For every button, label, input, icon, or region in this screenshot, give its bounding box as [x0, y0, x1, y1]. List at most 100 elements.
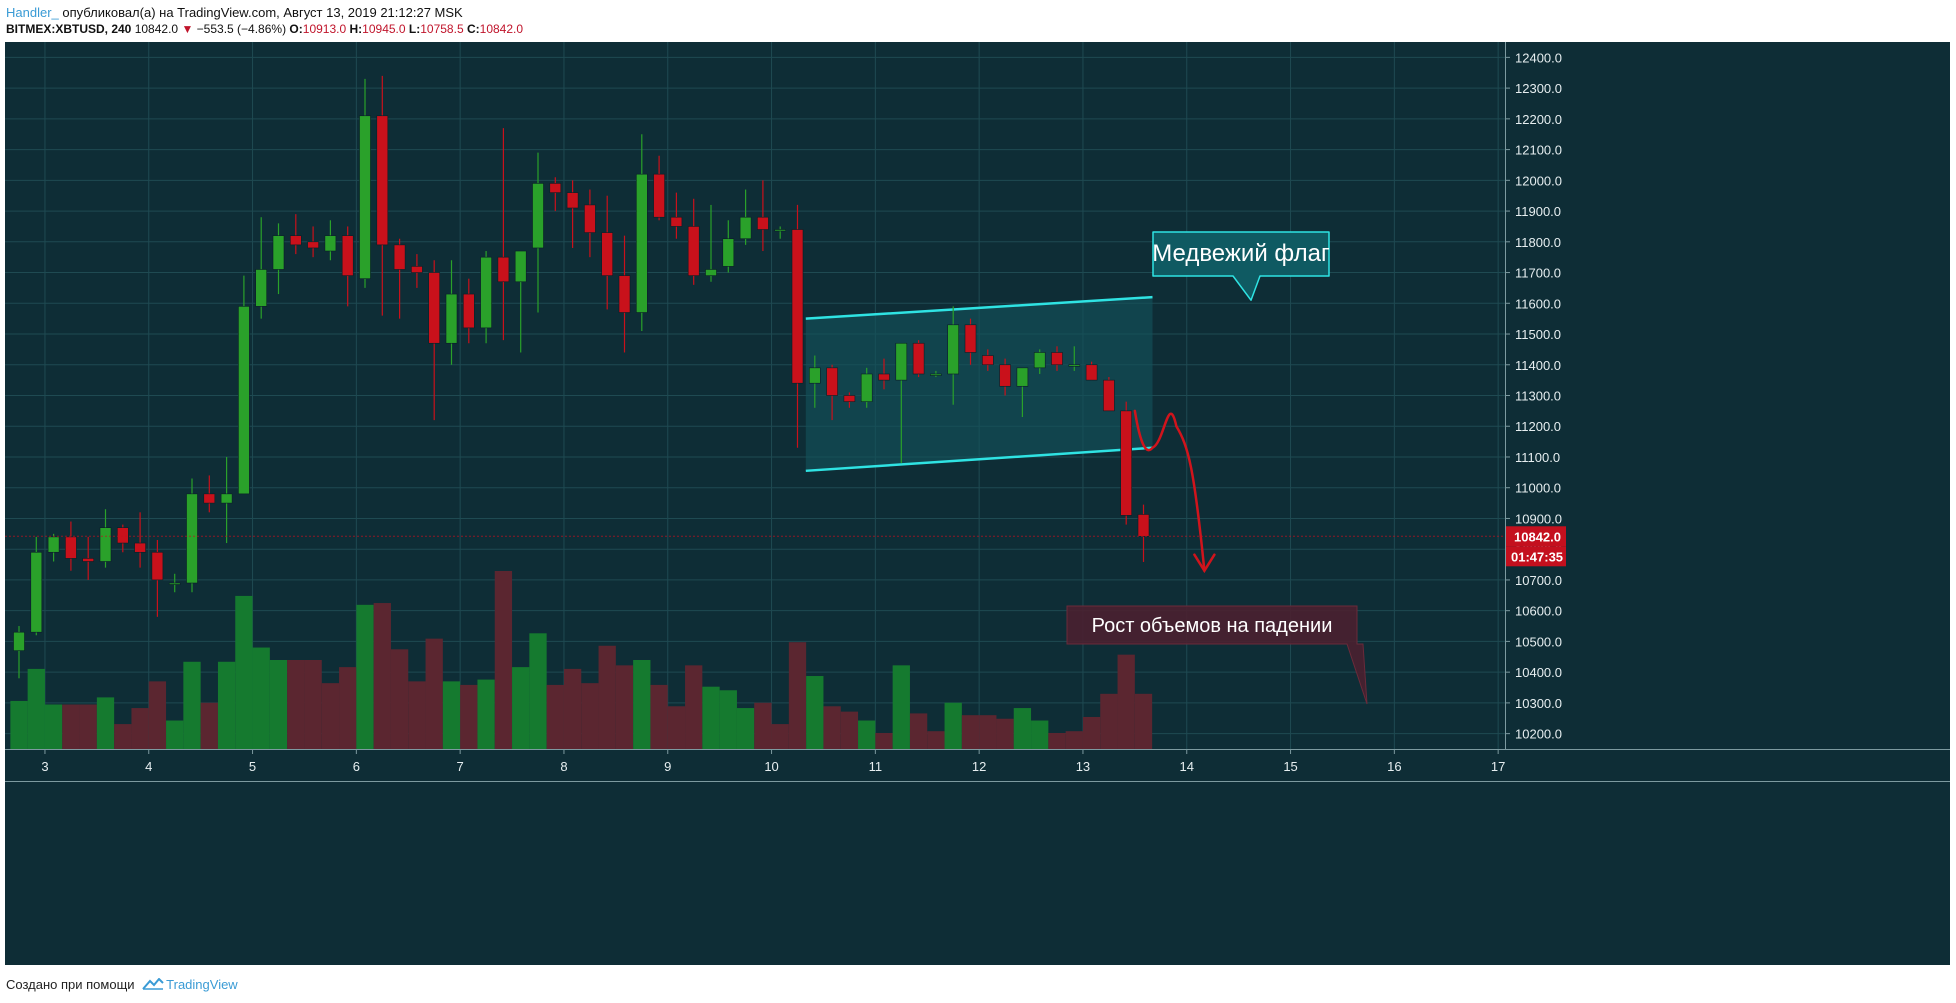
candle [532, 152, 544, 313]
price-tick-label: 10500.0 [1515, 634, 1562, 649]
volume-bar [10, 700, 28, 749]
candle [808, 355, 821, 408]
volume-bar [373, 603, 391, 749]
volume-bar [996, 718, 1014, 749]
candle [324, 220, 337, 261]
price-tick-label: 11400.0 [1515, 358, 1561, 373]
candle-body [1016, 367, 1029, 387]
author-link[interactable]: Handler_ [6, 5, 59, 20]
time-tick-label: 6 [353, 759, 360, 774]
time-tick-label: 11 [869, 759, 883, 774]
countdown-badge-text: 01:47:35 [1511, 549, 1563, 564]
candle-body [307, 241, 319, 249]
price-tick-label: 10600.0 [1515, 604, 1562, 619]
candle-body [220, 493, 233, 504]
candle [1051, 346, 1063, 371]
price-tick-label: 12100.0 [1515, 143, 1562, 158]
candle-body [445, 293, 458, 344]
candle-body [843, 395, 856, 402]
volume-bar [1117, 654, 1135, 749]
volume-callout-text: Рост объемов на падении [1092, 615, 1333, 637]
candle [1068, 346, 1081, 371]
candle [376, 75, 389, 316]
candle [65, 521, 77, 571]
candle [1033, 349, 1046, 374]
volume-bar [771, 724, 789, 749]
candle-body [1033, 352, 1046, 369]
candle [878, 358, 890, 390]
volume-bar [235, 595, 253, 749]
candle [635, 134, 648, 331]
volume-bar [1100, 693, 1118, 749]
volume-bar [494, 571, 513, 749]
candle [1085, 361, 1098, 381]
candle [151, 539, 164, 617]
volume-bar [425, 638, 443, 749]
candle [272, 223, 285, 295]
volume-bar [961, 715, 980, 749]
volume-bar [892, 665, 910, 749]
candle-body [912, 342, 925, 375]
volume-bar [633, 660, 651, 749]
publish-text: опубликовал(а) на TradingView.com, Авгус… [58, 5, 463, 20]
volume-bar [875, 732, 893, 749]
bear-flag-pattern[interactable] [805, 295, 1153, 473]
flag-label-callout[interactable] [1152, 231, 1330, 301]
candlestick-chart[interactable]: Медвежий флаг Рост объемов на падении 102… [5, 42, 1950, 965]
candle [999, 358, 1011, 396]
candle [947, 306, 960, 405]
annotations[interactable]: Медвежий флаг Рост объемов на падении [5, 231, 1505, 705]
candle [791, 204, 804, 448]
candle-body [566, 192, 579, 209]
volume-bar [1048, 732, 1066, 749]
candle-body [497, 256, 510, 283]
volume-bar [339, 667, 357, 749]
candle-body [860, 373, 873, 402]
candle-body [151, 551, 164, 581]
candle-body [584, 204, 596, 233]
price-tick-label: 11900.0 [1515, 204, 1561, 219]
volume-bar [148, 681, 167, 749]
time-axis[interactable]: 3 4 5 6 7 8 9 10 11 12 13 14 15 16 17 [5, 749, 1950, 965]
candle [307, 226, 319, 258]
projection-path[interactable] [1133, 409, 1206, 572]
time-tick-label: 16 [1387, 759, 1401, 774]
volume-callout[interactable] [1066, 605, 1368, 705]
candle-body [687, 226, 700, 276]
volume-bar [702, 686, 720, 749]
candle-body [411, 266, 423, 273]
candle [462, 278, 475, 344]
candle-body [791, 229, 804, 384]
candle-body [480, 256, 492, 329]
candle-body [341, 235, 354, 276]
candle [220, 456, 233, 544]
close-value: 10842.0 [479, 22, 524, 36]
volume-bar [719, 690, 737, 749]
projection-arrow-icon [1193, 553, 1216, 574]
volume-bar [512, 667, 530, 749]
candle-body [705, 269, 717, 276]
candle [480, 251, 492, 344]
volume-bar [442, 681, 461, 749]
candle-body [722, 238, 735, 267]
candle-body [255, 269, 267, 307]
price-tick-label: 12400.0 [1515, 50, 1562, 65]
candle-body [930, 373, 942, 376]
time-tick-label: 8 [560, 759, 567, 774]
candle-body [1085, 364, 1098, 381]
volume-bar [1013, 708, 1032, 749]
volume-bar [650, 684, 668, 749]
candle [843, 392, 856, 408]
footer-brand-link[interactable]: TradingView [166, 977, 238, 992]
symbol-name: BITMEX:XBTUSD, 240 [6, 22, 132, 36]
flag-top-line[interactable] [805, 295, 1153, 320]
price-tick-label: 11300.0 [1515, 389, 1561, 404]
candle-body [462, 293, 475, 329]
price-tick-label: 11000.0 [1515, 481, 1561, 496]
chart-pane[interactable]: Медвежий флаг Рост объемов на падении 102… [5, 42, 1950, 965]
candle [601, 195, 614, 310]
flag-bottom-line[interactable] [805, 446, 1153, 473]
candle-body [1137, 514, 1150, 537]
candle-body [757, 216, 769, 230]
candle [687, 198, 700, 285]
